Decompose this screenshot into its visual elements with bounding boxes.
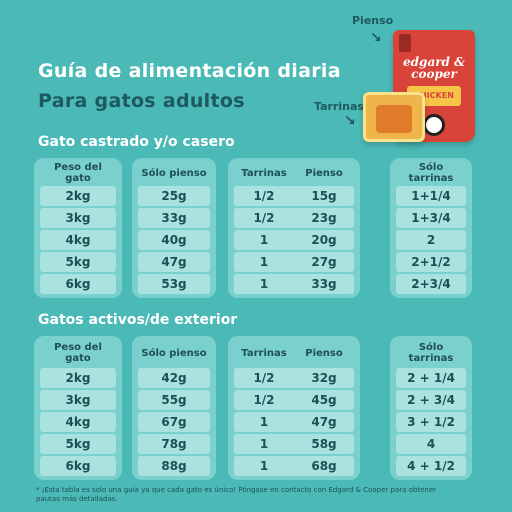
page-title: Guía de alimentación diaria [38,60,341,82]
s2-col-solo-tarrinas: Sólo tarrinas 2 + 1/4 2 + 3/4 3 + 1/2 4 … [390,336,472,480]
table-row: 2kg [40,368,116,388]
table-row: 55g [138,390,210,410]
table-row: 1 33g [234,274,354,294]
table-row: 33g [138,208,210,228]
tarrinas-callout: Tarrinas [314,100,364,113]
table-row: 1 58g [234,434,354,454]
s1-solo-tarrinas-header: Sólo tarrinas [408,162,454,184]
table-row: 6kg [40,456,116,476]
table-row: 2kg [40,186,116,206]
table-row: 3kg [40,208,116,228]
table-row: 2 [396,230,466,250]
s1-col-solo-pienso: Sólo pienso 25g 33g 40g 47g 53g [132,158,216,298]
tarrinas-arrow-icon: ↘ [344,113,356,129]
table-row: 67g [138,412,210,432]
table-row: 2+1/2 [396,252,466,272]
table-row: 1+3/4 [396,208,466,228]
s1-col-tarrinas-pienso: Tarrinas Pienso 1/2 15g 1/2 23g 1 20g 1 27g … [228,158,360,298]
table-row: 2+3/4 [396,274,466,294]
table-row: 1 68g [234,456,354,476]
tray-inner-icon [376,105,412,133]
footnote: * ¡Esta tabla es solo una guía ya que ca… [36,486,436,503]
s2-col-tarrinas-pienso: Tarrinas Pienso 1/2 32g 1/2 45g 1 47g 1 58g … [228,336,360,480]
s2-pienso-header: Pienso [305,347,343,359]
s2-peso-header: Peso del gato [54,342,102,364]
table-row: 3kg [40,390,116,410]
table-row: 5kg [40,252,116,272]
table-row: 78g [138,434,210,454]
s2-solo-tarrinas-header: Sólo tarrinas [408,342,454,364]
s2-solo-pienso-header: Sólo pienso [141,347,207,359]
s2-col-peso: Peso del gato 2kg 3kg 4kg 5kg 6kg [34,336,122,480]
table-row: 1/2 23g [234,208,354,228]
table-row: 1/2 15g [234,186,354,206]
table-row: 40g [138,230,210,250]
table-row: 4kg [40,412,116,432]
bag-brand-logo: edgard & cooper [403,55,465,81]
s1-col-solo-tarrinas: Sólo tarrinas 1+1/4 1+3/4 2 2+1/2 2+3/4 [390,158,472,298]
table-row: 1/2 32g [234,368,354,388]
s2-tarrinas-header: Tarrinas [241,347,287,359]
pienso-callout: Pienso [352,14,394,27]
table-row: 47g [138,252,210,272]
table-row: 4 [396,434,466,454]
table-row: 6kg [40,274,116,294]
table-row: 4kg [40,230,116,250]
table-row: 1 20g [234,230,354,250]
s1-pienso-header: Pienso [305,167,343,179]
table-row: 42g [138,368,210,388]
table-row: 53g [138,274,210,294]
page-subtitle: Para gatos adultos [38,90,245,112]
cat-icon [423,114,445,136]
table-row: 25g [138,186,210,206]
table-row: 1 47g [234,412,354,432]
food-tray-image [363,92,425,142]
table-row: 4 + 1/2 [396,456,466,476]
table-row: 2 + 1/4 [396,368,466,388]
table-row: 3 + 1/2 [396,412,466,432]
table-row: 1+1/4 [396,186,466,206]
table-row: 5kg [40,434,116,454]
s1-tarrinas-header: Tarrinas [241,167,287,179]
table-row: 88g [138,456,210,476]
pienso-arrow-icon: ↘ [370,30,382,46]
s2-col-solo-pienso: Sólo pienso 42g 55g 67g 78g 88g [132,336,216,480]
s1-col-peso: Peso del gato 2kg 3kg 4kg 5kg 6kg [34,158,122,298]
section-title-castrado: Gato castrado y/o casero [38,134,235,150]
section-title-activos: Gatos activos/de exterior [38,312,238,328]
bag-tag-icon [399,34,411,52]
s1-peso-header: Peso del gato [54,162,102,184]
s1-solo-pienso-header: Sólo pienso [141,167,207,179]
table-row: 1/2 45g [234,390,354,410]
table-row: 1 27g [234,252,354,272]
table-row: 2 + 3/4 [396,390,466,410]
